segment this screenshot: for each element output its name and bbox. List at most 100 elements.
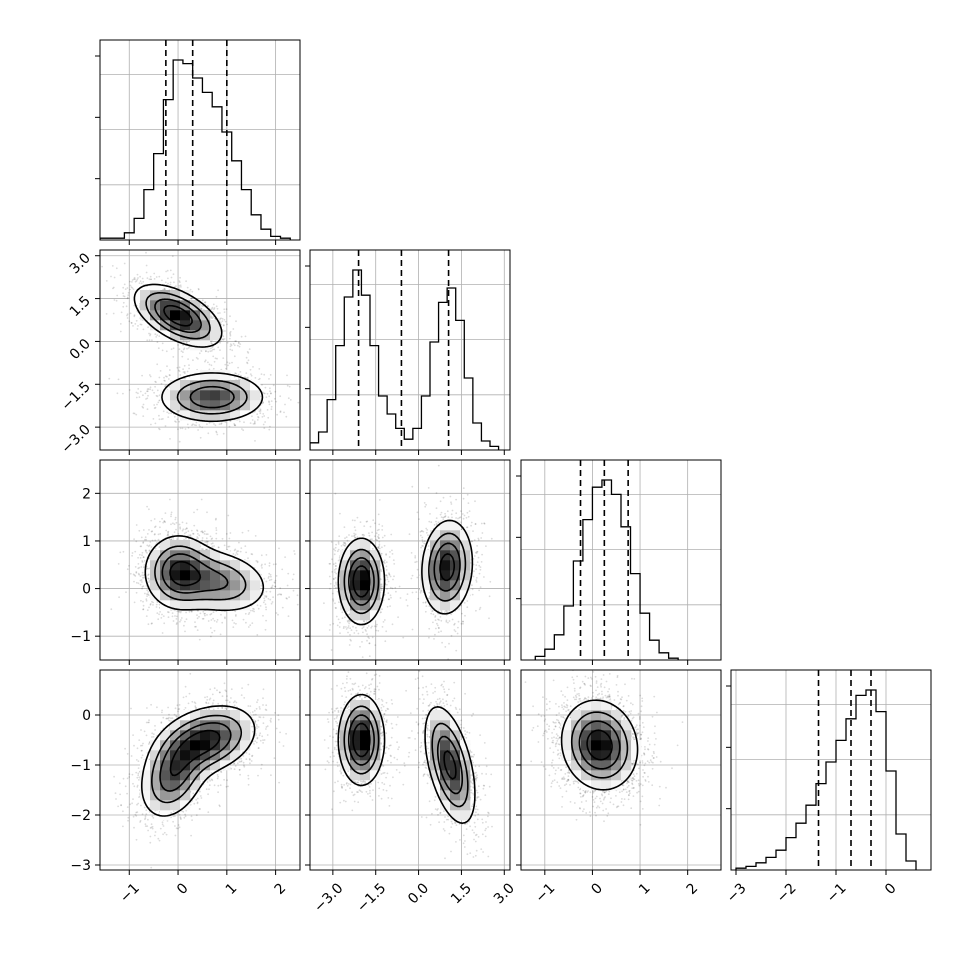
sample-point	[167, 378, 170, 380]
density-bin	[170, 300, 181, 311]
sample-point	[280, 593, 283, 596]
sample-point	[203, 533, 206, 535]
sample-point	[226, 341, 229, 344]
sample-point	[279, 410, 282, 413]
sample-point	[133, 601, 136, 604]
sample-point	[194, 625, 196, 628]
sample-point	[260, 573, 262, 576]
density-bin	[230, 580, 241, 591]
sample-point	[273, 397, 276, 400]
sample-point	[141, 277, 144, 280]
density-bin	[150, 580, 161, 591]
sample-point	[235, 320, 237, 323]
density-bin	[170, 400, 181, 411]
sample-point	[137, 388, 140, 390]
sample-point	[147, 326, 149, 329]
sample-point	[281, 606, 284, 609]
sample-point	[237, 366, 240, 369]
sample-point	[268, 575, 270, 578]
density-bin	[210, 330, 221, 341]
sample-point	[200, 307, 203, 310]
sample-point	[149, 375, 152, 378]
sample-point	[147, 388, 150, 390]
density-bin	[180, 380, 191, 391]
sample-point	[246, 361, 248, 364]
sample-point	[151, 539, 154, 542]
density-bin	[190, 310, 201, 321]
sample-point	[146, 390, 148, 393]
sample-point	[206, 614, 208, 616]
sample-point	[275, 612, 278, 614]
sample-point	[375, 532, 378, 535]
sample-point	[134, 566, 137, 568]
sample-point	[147, 623, 150, 626]
sample-point	[210, 612, 213, 615]
sample-point	[210, 316, 212, 319]
density-bin	[170, 560, 181, 571]
panel-2-0	[99, 459, 301, 661]
sample-point	[162, 418, 164, 420]
sample-point	[178, 523, 181, 526]
sample-point	[158, 376, 161, 379]
sample-point	[137, 556, 139, 559]
sample-point	[176, 615, 178, 618]
sample-point	[215, 517, 217, 520]
sample-point	[335, 543, 337, 546]
contour-line	[154, 545, 247, 602]
sample-point	[194, 621, 196, 623]
sample-point	[203, 301, 206, 304]
sample-point	[229, 330, 232, 333]
sample-point	[185, 611, 187, 614]
sample-point	[169, 538, 171, 541]
sample-point	[239, 371, 242, 373]
sample-point	[165, 350, 168, 353]
sample-point	[179, 620, 181, 623]
sample-point	[193, 424, 196, 426]
sample-point	[206, 548, 209, 551]
sample-point	[116, 392, 119, 395]
density-bin	[160, 390, 171, 401]
sample-point	[268, 579, 271, 581]
sample-point	[192, 423, 194, 426]
density-bin	[210, 550, 221, 561]
sample-point	[212, 367, 215, 370]
sample-point	[265, 554, 268, 556]
sample-point	[406, 593, 409, 595]
sample-point	[154, 539, 157, 542]
sample-point	[166, 534, 169, 537]
sample-point	[151, 600, 153, 603]
sample-point	[231, 349, 234, 352]
sample-point	[178, 280, 181, 282]
sample-point	[187, 427, 190, 429]
sample-point	[216, 307, 219, 310]
sample-point	[138, 282, 141, 284]
sample-point	[146, 567, 148, 570]
sample-point	[283, 411, 285, 414]
sample-point	[463, 602, 466, 604]
sample-point	[235, 622, 237, 625]
density-bin	[180, 400, 191, 411]
sample-point	[144, 538, 146, 541]
sample-point	[333, 578, 335, 580]
sample-point	[129, 572, 132, 575]
sample-point	[251, 609, 254, 612]
sample-point	[268, 428, 271, 431]
sample-point	[246, 362, 249, 365]
sample-point	[198, 615, 200, 618]
sample-point	[233, 622, 236, 624]
sample-point	[203, 612, 206, 615]
sample-point	[214, 424, 217, 427]
sample-point	[269, 390, 271, 393]
density-bin	[190, 320, 201, 331]
sample-point	[201, 539, 204, 542]
density-bin	[250, 390, 261, 401]
sample-point	[191, 290, 194, 293]
density-bin	[190, 540, 201, 551]
sample-point	[133, 276, 136, 279]
sample-point	[158, 399, 161, 402]
sample-point	[142, 556, 145, 559]
sample-point	[253, 420, 256, 423]
sample-point	[242, 618, 245, 621]
sample-point	[131, 287, 134, 289]
sample-point	[200, 308, 203, 311]
